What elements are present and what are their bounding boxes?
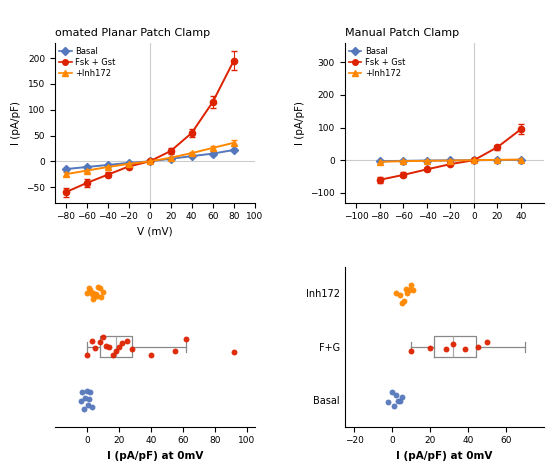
Point: [88, 295, 97, 303]
Point: [388, 388, 397, 396]
Point: [483, 338, 492, 346]
Point: [398, 299, 406, 307]
Point: [86, 286, 95, 294]
Y-axis label: I (pA/pF): I (pA/pF): [10, 100, 21, 145]
Text: omated Planar Patch Clamp: omated Planar Patch Clamp: [55, 27, 210, 38]
Point: [108, 351, 117, 359]
Point: [92, 292, 101, 300]
Point: [392, 392, 400, 399]
Point: [82, 388, 91, 395]
Point: [98, 288, 107, 296]
Point: [105, 343, 114, 350]
Point: [398, 393, 406, 401]
Point: [82, 289, 91, 297]
Point: [460, 346, 469, 353]
Point: [84, 401, 92, 409]
Point: [87, 403, 96, 411]
X-axis label: V (mV): V (mV): [137, 227, 173, 237]
Point: [82, 351, 91, 358]
Point: [405, 286, 414, 293]
Point: [79, 405, 88, 413]
Y-axis label: I (pA/pF): I (pA/pF): [295, 100, 305, 145]
Point: [87, 290, 96, 298]
Point: [76, 397, 85, 405]
Point: [426, 344, 434, 351]
Point: [95, 338, 104, 346]
Point: [399, 297, 408, 305]
Point: [123, 337, 131, 345]
Point: [84, 395, 93, 403]
Point: [95, 284, 104, 292]
Point: [384, 398, 393, 405]
Point: [91, 344, 100, 352]
X-axis label: I (pA/pF) at 0mV: I (pA/pF) at 0mV: [107, 451, 203, 461]
Point: [78, 388, 86, 395]
Point: [407, 347, 416, 355]
Point: [89, 290, 98, 297]
Point: [146, 351, 155, 359]
Point: [97, 293, 106, 301]
Point: [409, 286, 417, 293]
Point: [84, 285, 93, 292]
Point: [114, 343, 123, 350]
X-axis label: I (pA/pF) at 0mV: I (pA/pF) at 0mV: [397, 451, 493, 461]
Point: [81, 394, 90, 402]
Point: [474, 344, 482, 351]
Point: [118, 339, 127, 347]
Point: [102, 342, 111, 350]
Point: [390, 402, 399, 410]
Point: [182, 335, 190, 343]
Point: [86, 388, 95, 396]
Point: [441, 346, 450, 353]
Point: [91, 290, 100, 298]
Point: [111, 347, 120, 355]
Point: [403, 289, 412, 297]
Point: [87, 337, 96, 345]
Point: [449, 340, 458, 347]
Point: [401, 285, 410, 293]
Point: [395, 398, 404, 405]
Point: [392, 289, 400, 297]
Point: [407, 281, 416, 288]
Text: Manual Patch Clamp: Manual Patch Clamp: [345, 27, 459, 38]
Legend: Basal, Fsk + Gst, +Inh172: Basal, Fsk + Gst, +Inh172: [349, 47, 405, 78]
Point: [229, 348, 238, 356]
Point: [394, 398, 403, 405]
Point: [170, 347, 179, 355]
Point: [91, 292, 100, 300]
Point: [127, 345, 136, 353]
Point: [395, 291, 404, 299]
Point: [94, 283, 102, 291]
Legend: Basal, Fsk + Gst, +Inh172: Basal, Fsk + Gst, +Inh172: [59, 47, 116, 78]
Point: [98, 334, 107, 341]
